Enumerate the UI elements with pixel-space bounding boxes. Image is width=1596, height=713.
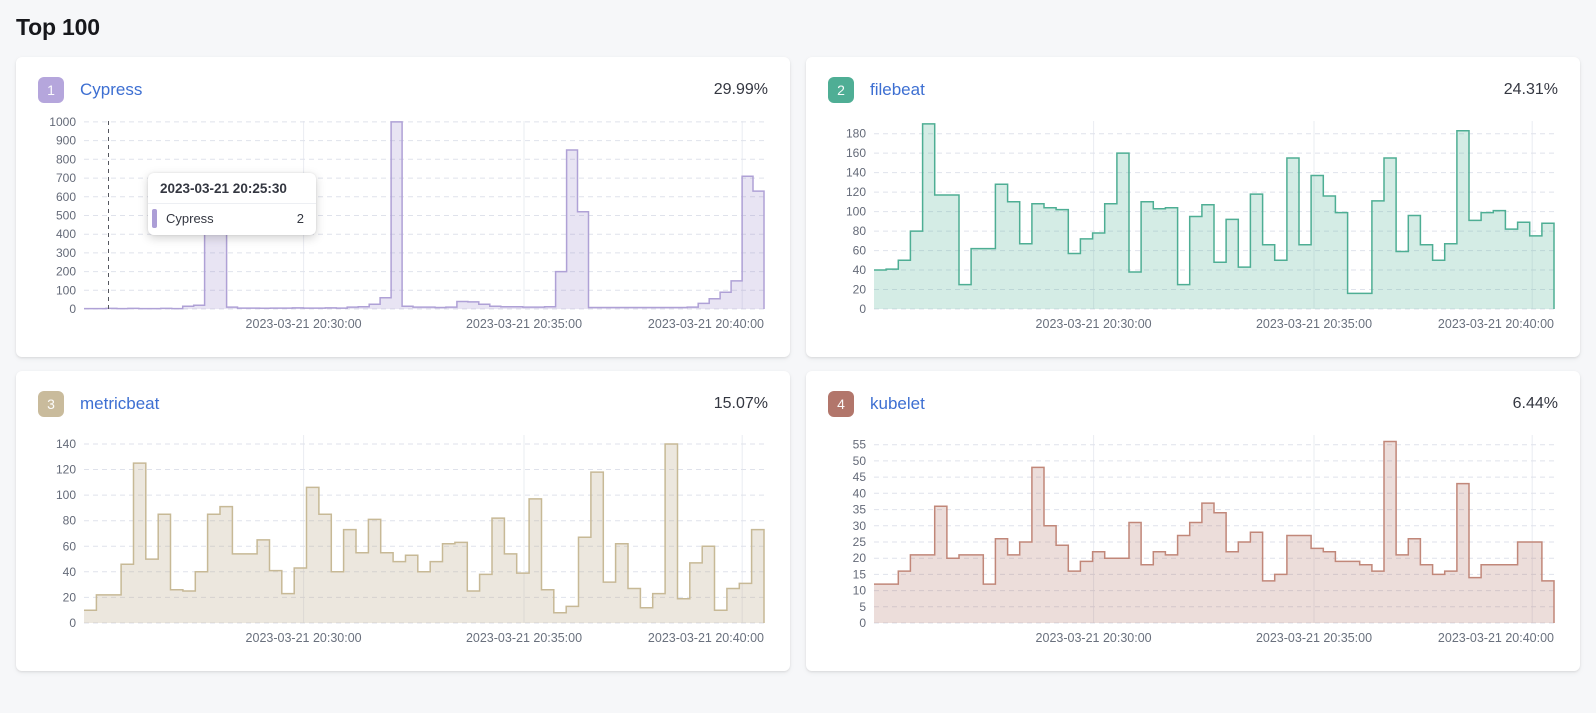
svg-text:160: 160 <box>846 146 866 160</box>
rank-badge: 1 <box>38 77 64 103</box>
svg-text:300: 300 <box>56 246 76 260</box>
svg-text:60: 60 <box>63 539 77 553</box>
tooltip-timestamp: 2023-03-21 20:25:30 <box>148 173 316 204</box>
chart-wrap: 0 100 200 300 400 500 600 700 800 900 1000 2023-03-… <box>38 113 768 345</box>
svg-text:30: 30 <box>853 519 867 533</box>
cypress-chart[interactable]: 0 100 200 300 400 500 600 700 800 900 1000 2023-03-… <box>38 113 768 345</box>
svg-text:2023-03-21 20:30:00: 2023-03-21 20:30:00 <box>1036 631 1152 645</box>
series-link-metricbeat[interactable]: metricbeat <box>80 394 160 413</box>
tooltip-series-value: 2 <box>296 211 304 226</box>
svg-text:2023-03-21 20:40:00: 2023-03-21 20:40:00 <box>648 317 764 331</box>
svg-text:400: 400 <box>56 227 76 241</box>
series-link-kubelet[interactable]: kubelet <box>870 394 925 413</box>
chart-wrap: 0 20 40 60 80 100 120 140 2023-03-21 20:30:00 202… <box>38 427 768 659</box>
svg-text:0: 0 <box>859 302 866 316</box>
svg-text:20: 20 <box>63 590 77 604</box>
svg-text:35: 35 <box>853 503 867 517</box>
svg-text:2023-03-21 20:40:00: 2023-03-21 20:40:00 <box>648 631 764 645</box>
series-link-cypress[interactable]: Cypress <box>80 80 143 99</box>
percent-value: 29.99% <box>713 81 768 98</box>
svg-text:45: 45 <box>853 470 867 484</box>
svg-text:55: 55 <box>853 438 867 452</box>
svg-text:2023-03-21 20:40:00: 2023-03-21 20:40:00 <box>1438 631 1554 645</box>
svg-text:0: 0 <box>69 302 76 316</box>
svg-text:500: 500 <box>56 209 76 223</box>
svg-text:800: 800 <box>56 152 76 166</box>
kubelet-chart[interactable]: 0 5 10 15 20 25 30 35 40 45 50 55 2023-03-21 20:30:0… <box>828 427 1558 659</box>
chart-wrap: 0 5 10 15 20 25 30 35 40 45 50 55 2023-03-21 20:30:0… <box>828 427 1558 659</box>
metricbeat-chart[interactable]: 0 20 40 60 80 100 120 140 2023-03-21 20:30:00 202… <box>38 427 768 659</box>
card-header: 4 kubelet 6.44% <box>828 389 1558 419</box>
svg-text:140: 140 <box>56 437 76 451</box>
svg-text:2023-03-21 20:35:00: 2023-03-21 20:35:00 <box>1256 631 1372 645</box>
card-header: 3 metricbeat 15.07% <box>38 389 768 419</box>
svg-text:80: 80 <box>63 514 77 528</box>
card-cypress: 1 Cypress 29.99% 0 100 200 300 400 500 600 700 8… <box>16 57 790 357</box>
svg-text:0: 0 <box>69 616 76 630</box>
svg-text:40: 40 <box>853 263 867 277</box>
svg-text:100: 100 <box>56 488 76 502</box>
tooltip-series-name: Cypress <box>166 211 214 226</box>
svg-text:60: 60 <box>853 244 867 258</box>
card-filebeat: 2 filebeat 24.31% 0 20 40 60 80 100 120 140 160 1… <box>806 57 1580 357</box>
svg-text:20: 20 <box>853 283 867 297</box>
percent-value: 15.07% <box>713 395 768 412</box>
card-header: 1 Cypress 29.99% <box>38 75 768 105</box>
svg-text:1000: 1000 <box>49 115 76 129</box>
svg-text:2023-03-21 20:35:00: 2023-03-21 20:35:00 <box>466 317 582 331</box>
svg-text:200: 200 <box>56 265 76 279</box>
svg-text:2023-03-21 20:40:00: 2023-03-21 20:40:00 <box>1438 317 1554 331</box>
cards-grid: 1 Cypress 29.99% 0 100 200 300 400 500 600 700 8… <box>16 57 1580 671</box>
tooltip-row: Cypress 2 <box>148 204 316 235</box>
svg-text:40: 40 <box>63 565 77 579</box>
svg-text:40: 40 <box>853 486 867 500</box>
series-link-filebeat[interactable]: filebeat <box>870 80 925 99</box>
series-marker <box>152 209 157 228</box>
svg-text:0: 0 <box>859 616 866 630</box>
svg-text:140: 140 <box>846 166 866 180</box>
svg-text:120: 120 <box>846 185 866 199</box>
svg-text:700: 700 <box>56 171 76 185</box>
svg-text:2023-03-21 20:30:00: 2023-03-21 20:30:00 <box>246 317 362 331</box>
percent-value: 24.31% <box>1503 81 1558 98</box>
filebeat-chart[interactable]: 0 20 40 60 80 100 120 140 160 180 2023-03-21 20:30… <box>828 113 1558 345</box>
svg-text:50: 50 <box>853 454 867 468</box>
svg-text:2023-03-21 20:35:00: 2023-03-21 20:35:00 <box>466 631 582 645</box>
chart-wrap: 0 20 40 60 80 100 120 140 160 180 2023-03-21 20:30… <box>828 113 1558 345</box>
svg-text:100: 100 <box>56 283 76 297</box>
svg-text:2023-03-21 20:35:00: 2023-03-21 20:35:00 <box>1256 317 1372 331</box>
svg-text:20: 20 <box>853 551 867 565</box>
rank-badge: 3 <box>38 391 64 417</box>
dashboard-page: Top 100 1 Cypress 29.99% 0 100 200 300 400 50… <box>16 14 1580 671</box>
svg-text:900: 900 <box>56 134 76 148</box>
svg-text:25: 25 <box>853 535 867 549</box>
svg-text:2023-03-21 20:30:00: 2023-03-21 20:30:00 <box>1036 317 1152 331</box>
rank-badge: 4 <box>828 391 854 417</box>
svg-text:10: 10 <box>853 584 867 598</box>
card-metricbeat: 3 metricbeat 15.07% 0 20 40 60 80 100 120 140 20… <box>16 371 790 671</box>
svg-text:80: 80 <box>853 224 867 238</box>
rank-badge: 2 <box>828 77 854 103</box>
card-kubelet: 4 kubelet 6.44% 0 5 10 15 20 25 30 35 40 45 50 55 20… <box>806 371 1580 671</box>
card-header: 2 filebeat 24.31% <box>828 75 1558 105</box>
svg-text:5: 5 <box>859 600 866 614</box>
svg-text:2023-03-21 20:30:00: 2023-03-21 20:30:00 <box>246 631 362 645</box>
svg-text:180: 180 <box>846 127 866 141</box>
svg-text:15: 15 <box>853 567 867 581</box>
page-title: Top 100 <box>16 14 100 40</box>
svg-text:100: 100 <box>846 205 866 219</box>
chart-tooltip: 2023-03-21 20:25:30 Cypress 2 <box>148 173 316 235</box>
svg-text:120: 120 <box>56 463 76 477</box>
svg-text:600: 600 <box>56 190 76 204</box>
percent-value: 6.44% <box>1512 395 1558 412</box>
